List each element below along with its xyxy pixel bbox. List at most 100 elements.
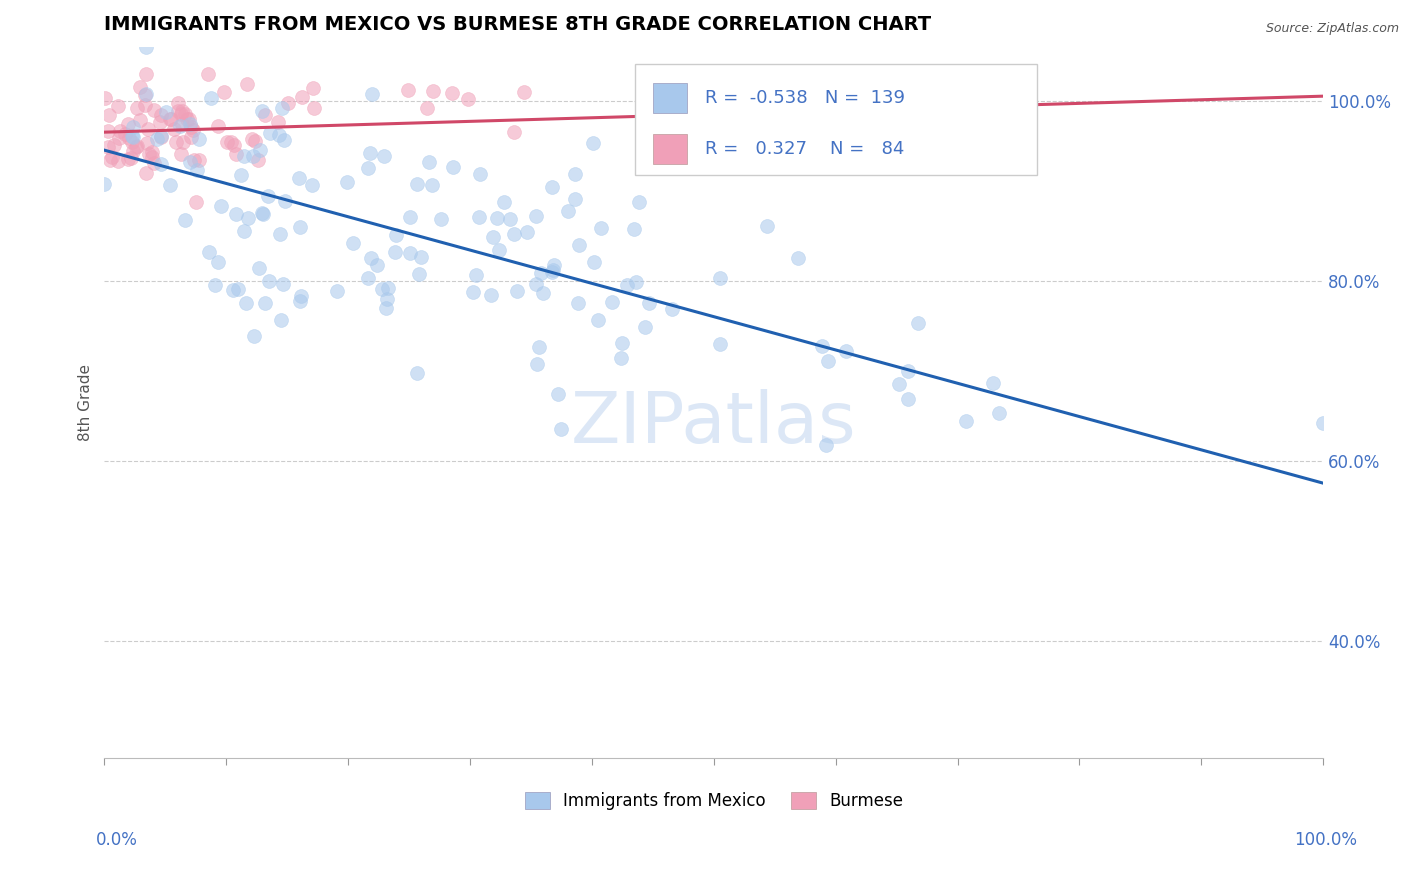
Legend: Immigrants from Mexico, Burmese: Immigrants from Mexico, Burmese xyxy=(517,785,910,817)
Point xyxy=(136,122,159,136)
Point xyxy=(242,132,264,146)
Point xyxy=(661,301,683,316)
Point xyxy=(547,386,569,401)
Point xyxy=(375,292,398,306)
Point xyxy=(250,104,273,119)
Point xyxy=(150,157,173,171)
Point xyxy=(817,353,839,368)
Point xyxy=(179,117,201,131)
Point xyxy=(183,153,205,167)
Point xyxy=(122,130,145,145)
Point xyxy=(610,336,633,351)
Point xyxy=(277,95,299,110)
Point xyxy=(249,143,271,157)
Point xyxy=(543,258,565,272)
Point xyxy=(398,210,420,224)
Point xyxy=(634,320,657,334)
Point xyxy=(129,80,152,95)
Point xyxy=(186,194,208,209)
Point xyxy=(200,91,222,105)
Point xyxy=(107,154,129,169)
Point xyxy=(499,211,522,226)
Point xyxy=(172,103,194,118)
Point xyxy=(101,150,124,164)
Point xyxy=(468,211,491,225)
Point xyxy=(747,107,769,121)
Point xyxy=(811,339,834,353)
Point xyxy=(814,438,837,452)
Point xyxy=(384,244,406,259)
Point xyxy=(591,221,613,235)
Point xyxy=(231,168,253,182)
Point xyxy=(422,84,444,98)
Point xyxy=(399,245,422,260)
Point xyxy=(125,101,148,115)
Point xyxy=(169,120,191,134)
Point xyxy=(270,313,292,327)
Point xyxy=(541,263,564,277)
Point xyxy=(245,134,267,148)
Text: Source: ZipAtlas.com: Source: ZipAtlas.com xyxy=(1265,22,1399,36)
Point xyxy=(159,112,181,127)
Point xyxy=(325,284,347,298)
Point xyxy=(138,147,160,161)
Text: R =   0.327    N =   84: R = 0.327 N = 84 xyxy=(706,140,904,158)
Point xyxy=(540,179,562,194)
Point xyxy=(301,178,323,192)
Text: 100.0%: 100.0% xyxy=(1294,831,1357,849)
Point xyxy=(541,265,564,279)
Point xyxy=(209,199,232,213)
Point xyxy=(253,108,276,122)
Point xyxy=(755,219,778,233)
Point xyxy=(207,255,229,269)
Point xyxy=(527,340,550,354)
Point xyxy=(114,127,136,141)
Point xyxy=(430,211,453,226)
Point xyxy=(143,156,166,170)
Point xyxy=(709,337,731,351)
Point xyxy=(121,135,143,149)
Point xyxy=(235,296,257,310)
Point xyxy=(1312,417,1334,431)
Point xyxy=(907,316,929,330)
Point xyxy=(215,135,238,149)
Point xyxy=(122,144,145,158)
Point xyxy=(485,211,508,225)
Point xyxy=(568,238,591,252)
Point xyxy=(513,85,536,99)
Point xyxy=(567,296,589,310)
Point xyxy=(503,227,526,242)
Point xyxy=(167,95,190,110)
Point xyxy=(481,230,503,244)
Point xyxy=(406,366,429,380)
Point xyxy=(385,228,408,243)
Point xyxy=(336,175,359,189)
Point xyxy=(583,255,606,269)
Point xyxy=(135,67,157,81)
Y-axis label: 8th Grade: 8th Grade xyxy=(79,364,93,441)
Point xyxy=(290,220,312,235)
Point xyxy=(290,288,312,302)
Point xyxy=(835,343,858,358)
Point xyxy=(103,137,125,152)
Point xyxy=(134,166,156,180)
Point xyxy=(222,137,245,152)
Point xyxy=(526,357,548,371)
Point xyxy=(225,207,247,221)
Point xyxy=(176,112,198,126)
Point xyxy=(107,99,129,113)
Point xyxy=(981,376,1004,391)
Point xyxy=(121,128,143,143)
Point xyxy=(418,154,440,169)
Point xyxy=(709,271,731,285)
Point xyxy=(744,67,766,81)
Point xyxy=(889,377,911,392)
Point xyxy=(129,113,152,128)
Bar xyxy=(652,83,688,113)
Point xyxy=(225,147,247,161)
Point xyxy=(149,108,172,122)
Point xyxy=(411,250,433,264)
Point xyxy=(146,132,169,146)
Point xyxy=(174,213,197,227)
Point xyxy=(219,135,242,149)
